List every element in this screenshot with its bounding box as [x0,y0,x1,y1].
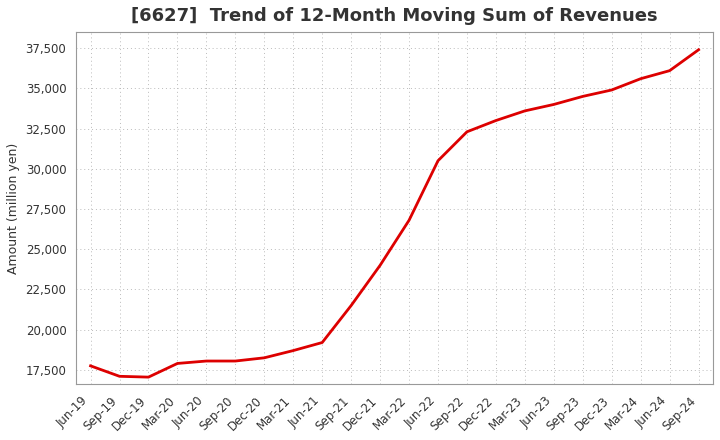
Y-axis label: Amount (million yen): Amount (million yen) [7,143,20,274]
Title: [6627]  Trend of 12-Month Moving Sum of Revenues: [6627] Trend of 12-Month Moving Sum of R… [131,7,658,25]
